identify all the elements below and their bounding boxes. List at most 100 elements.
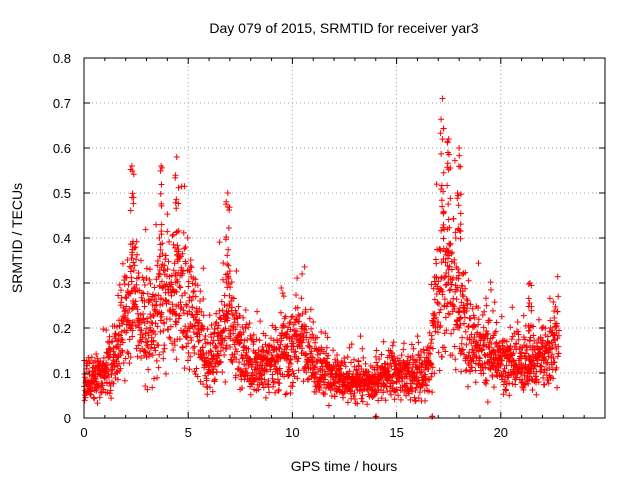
data-point [126, 336, 133, 343]
data-point [231, 341, 238, 348]
data-point [130, 259, 137, 266]
data-point [149, 384, 156, 391]
data-point [442, 348, 449, 355]
data-point [432, 314, 439, 321]
data-points [81, 95, 562, 420]
data-point [188, 264, 195, 271]
data-point [325, 402, 332, 409]
data-point [150, 337, 157, 344]
data-point [476, 355, 483, 362]
data-point [174, 278, 181, 285]
data-point [475, 348, 482, 355]
data-point [157, 246, 164, 253]
data-point [94, 400, 101, 407]
data-point [434, 299, 441, 306]
data-point [346, 344, 353, 351]
data-point [427, 360, 434, 367]
data-point [506, 380, 513, 387]
data-point [182, 260, 189, 267]
data-point [135, 342, 142, 349]
data-point [323, 344, 330, 351]
data-point [253, 336, 260, 343]
data-point [456, 269, 462, 276]
data-point [340, 390, 347, 397]
data-point [461, 314, 468, 321]
data-point [396, 357, 403, 364]
data-point [250, 331, 257, 338]
data-point [491, 299, 498, 306]
data-point [223, 233, 230, 240]
data-point [431, 370, 438, 377]
data-point [130, 200, 137, 207]
data-point [151, 375, 158, 382]
data-point [427, 351, 434, 358]
data-point [476, 354, 483, 361]
data-point [475, 321, 482, 328]
data-point [122, 312, 129, 319]
data-point [177, 299, 184, 306]
data-point [162, 256, 169, 263]
data-point [429, 389, 436, 396]
data-point [215, 337, 222, 344]
data-point [187, 262, 194, 269]
data-point [316, 384, 323, 391]
data-point [313, 388, 320, 395]
data-point [427, 340, 434, 347]
data-point [416, 356, 423, 363]
data-point [128, 194, 135, 201]
data-point [520, 312, 527, 319]
data-point [324, 334, 331, 341]
data-point [206, 312, 213, 319]
data-point [542, 325, 549, 332]
data-point [283, 349, 290, 356]
data-point [238, 385, 245, 392]
data-point [286, 320, 293, 327]
data-point [154, 323, 161, 330]
data-point [157, 302, 164, 309]
data-point [425, 365, 432, 372]
data-point [190, 287, 197, 294]
data-point [158, 221, 165, 228]
data-point [143, 275, 150, 282]
data-point [461, 320, 468, 327]
data-point [542, 332, 549, 339]
data-point [203, 375, 210, 382]
data-point [285, 352, 292, 359]
data-point [125, 350, 132, 357]
data-point [233, 356, 240, 363]
data-point [378, 395, 385, 402]
data-point [467, 315, 474, 322]
data-point [315, 383, 322, 390]
data-point [437, 306, 444, 313]
data-point [201, 354, 208, 361]
data-point [439, 291, 446, 298]
data-point [119, 260, 126, 267]
data-point [467, 368, 474, 375]
data-point [292, 331, 299, 338]
data-point [146, 276, 153, 283]
data-point [455, 202, 462, 209]
data-point [139, 274, 146, 281]
data-point [438, 227, 445, 234]
data-point [440, 125, 447, 132]
data-point [321, 391, 328, 398]
data-point [539, 337, 546, 344]
data-point [173, 248, 180, 255]
data-point [141, 303, 148, 310]
data-point [201, 336, 208, 343]
data-point [456, 324, 463, 331]
data-point [217, 340, 224, 347]
x-tick-label: 15 [389, 425, 403, 440]
data-point [288, 314, 295, 321]
data-point [154, 258, 161, 265]
data-point [438, 197, 445, 204]
data-point [462, 328, 469, 335]
data-point [153, 357, 160, 364]
data-point [166, 316, 173, 323]
data-point [123, 327, 130, 334]
data-point [452, 366, 459, 373]
data-point [448, 250, 455, 257]
data-point [104, 368, 111, 375]
data-point [501, 365, 508, 372]
data-point [222, 325, 229, 332]
